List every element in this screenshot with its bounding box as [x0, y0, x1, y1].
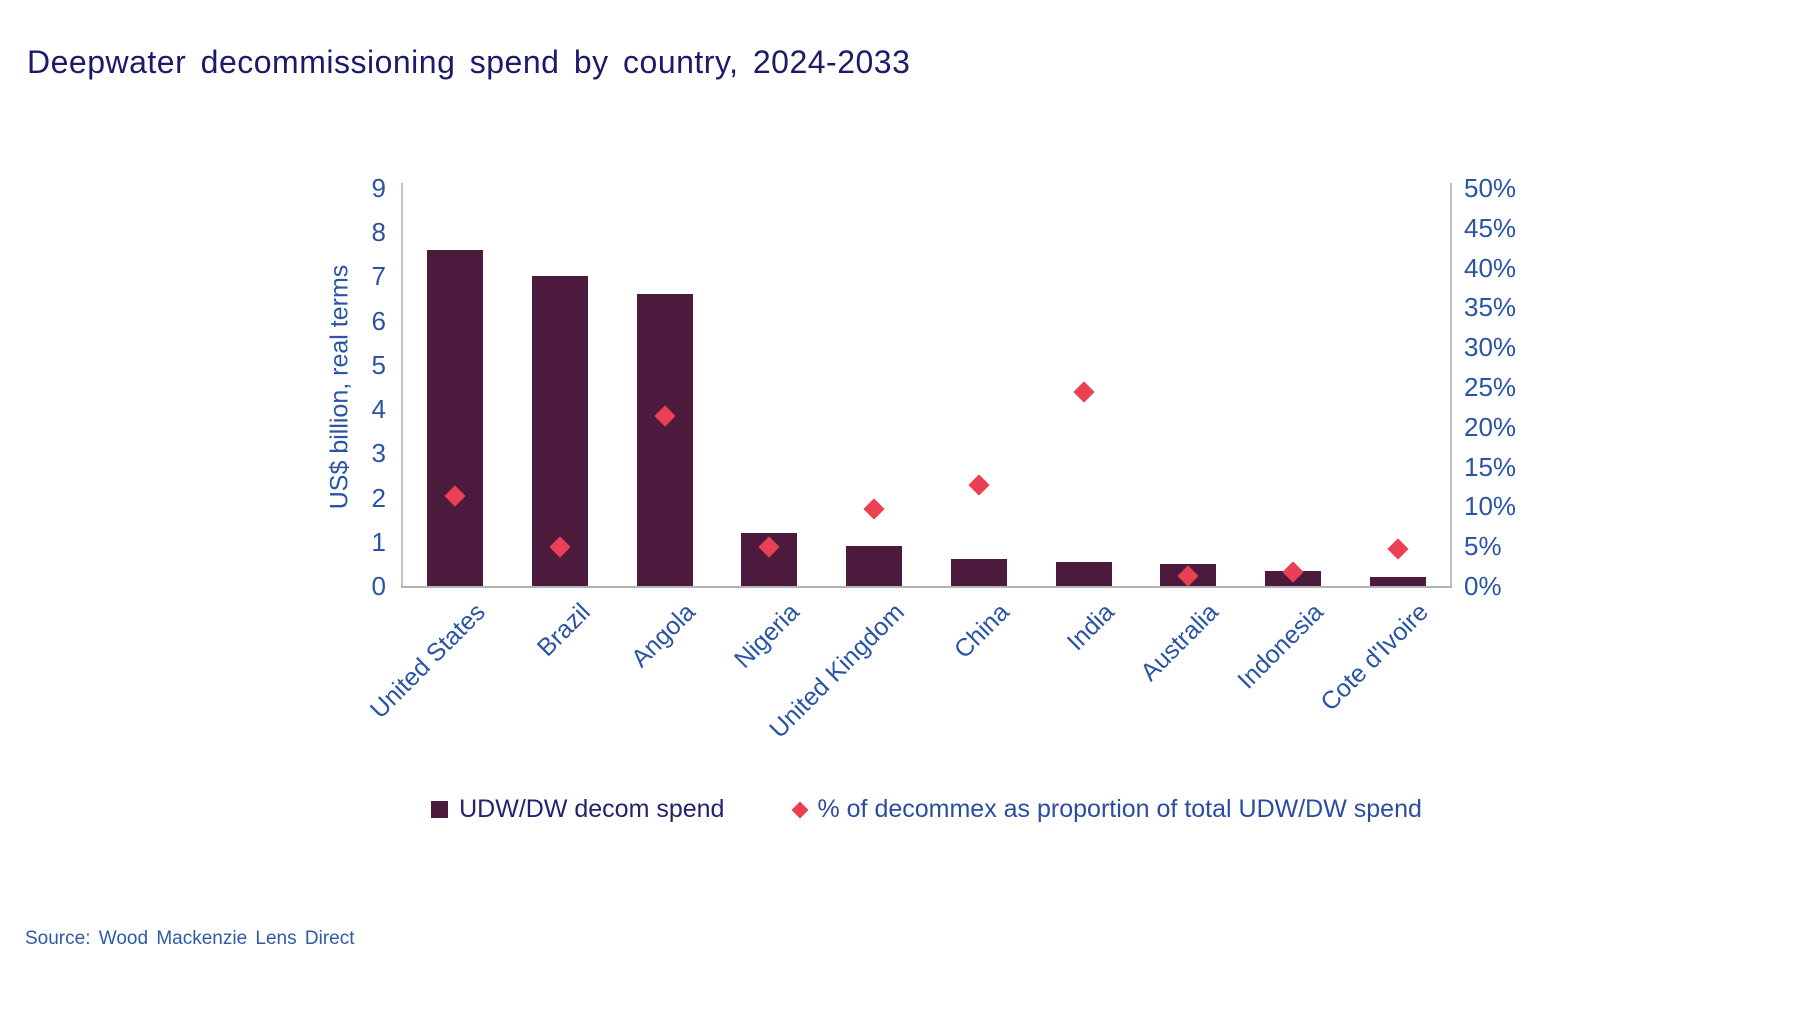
category-label: India [1061, 598, 1120, 657]
marker-cote-d-ivoire [1387, 538, 1409, 560]
legend-label: % of decommex as proportion of total UDW… [817, 795, 1422, 823]
category-label: Brazil [531, 598, 596, 663]
left-axis-tick-label: 9 [371, 173, 386, 203]
left-axis-tick-label: 6 [371, 305, 386, 336]
right-axis-tick-label: 20% [1464, 411, 1517, 442]
bar-brazil [532, 276, 589, 586]
marker-china [968, 474, 990, 496]
bar-china [950, 559, 1007, 586]
right-axis-tick-label: 40% [1464, 252, 1517, 283]
left-axis-tick-label: 1 [371, 526, 386, 557]
category-label: Angola [625, 598, 701, 673]
left-axis-tick-label: 4 [371, 394, 386, 425]
legend-diamond-swatch [791, 801, 809, 818]
right-axis-tick-label: 30% [1464, 332, 1517, 363]
bar-united-states [427, 249, 484, 586]
marker-united-kingdom [863, 498, 885, 520]
right-axis-tick-label: 5% [1464, 531, 1502, 562]
left-axis-tick-label: 2 [371, 482, 386, 513]
legend-entry: UDW/DW decom spend [431, 795, 724, 824]
chart-legend: UDW/DW decom spend % of decommex as propo… [403, 795, 1450, 824]
chart-title: Deepwater decommissioning spend by count… [27, 44, 911, 80]
left-axis-title: US$ billion, real terms [325, 264, 354, 510]
bar-united-kingdom [846, 546, 903, 586]
right-axis-tick-label: 0% [1464, 571, 1502, 601]
legend-label: UDW/DW decom spend [459, 795, 725, 823]
category-label: United States [365, 598, 492, 724]
left-axis-tick-label: 3 [371, 438, 386, 469]
legend-square-swatch [431, 801, 449, 818]
category-label: Nigeria [729, 598, 806, 674]
right-axis-tick-label: 10% [1464, 491, 1517, 522]
x-axis-baseline [401, 586, 1452, 588]
bar-cote-d-ivoire [1369, 577, 1426, 586]
left-axis-line [401, 183, 403, 586]
right-axis-tick-label: 25% [1464, 372, 1517, 402]
category-label: Indonesia [1232, 598, 1329, 695]
right-axis-tick-label: 35% [1464, 292, 1517, 323]
category-label: Cote d'Ivoire [1314, 598, 1434, 717]
marker-india [1072, 381, 1095, 403]
legend-entry: % of decommex as proportion of total UDW… [791, 795, 1422, 824]
category-label: China [948, 598, 1015, 664]
bar-india [1055, 561, 1112, 586]
category-label: Australia [1135, 598, 1225, 687]
left-axis-tick-label: 8 [371, 217, 386, 248]
left-axis-tick-label: 0 [371, 571, 386, 601]
right-axis-line [1450, 183, 1452, 586]
bar-angola [636, 294, 693, 586]
right-axis-tick-label: 15% [1464, 451, 1517, 482]
right-axis-tick-label: 45% [1464, 212, 1517, 243]
right-axis-tick-label: 50% [1464, 173, 1517, 203]
left-axis-tick-label: 5 [371, 349, 386, 380]
left-axis-tick-label: 7 [371, 261, 386, 292]
source-note: Source: Wood Mackenzie Lens Direct [25, 928, 355, 949]
